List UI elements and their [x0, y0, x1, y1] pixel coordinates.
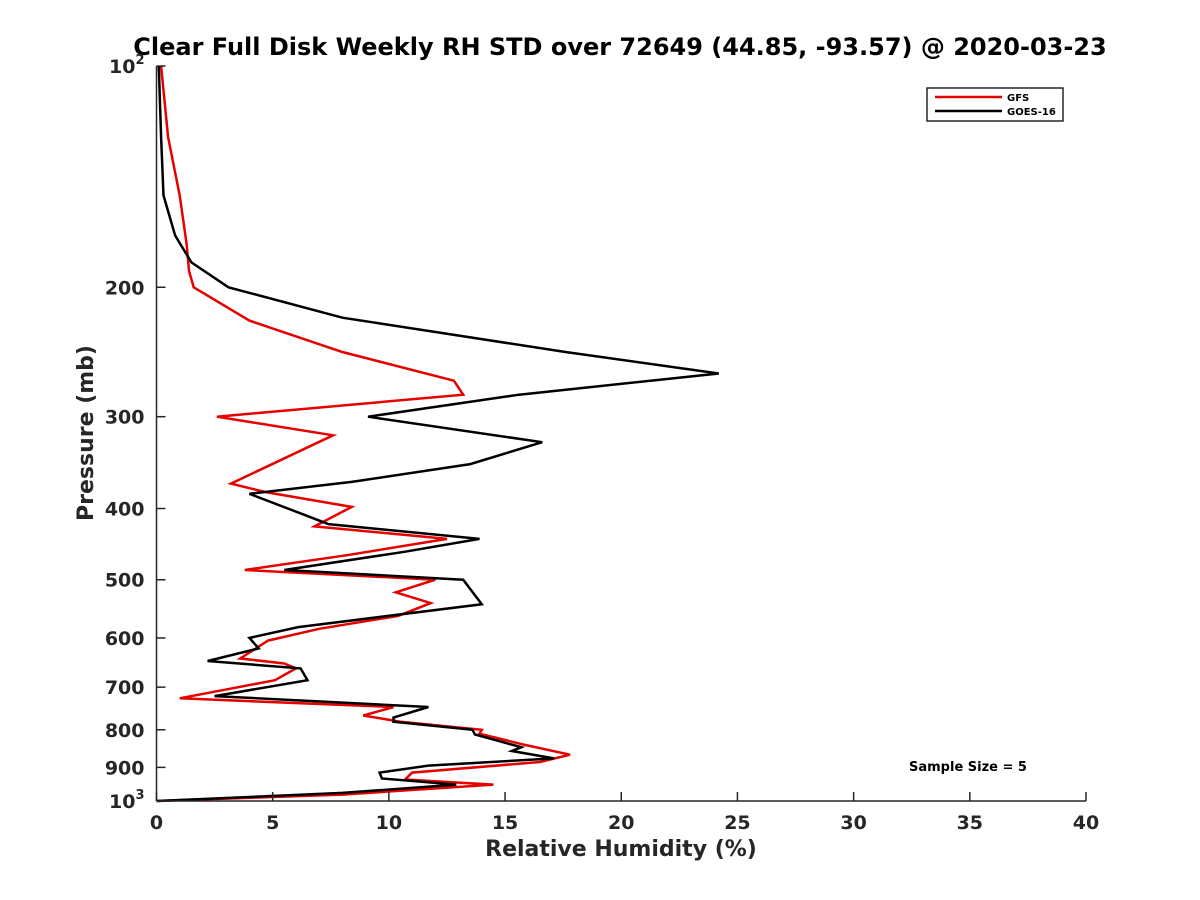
y-tick-label: 800: [105, 720, 145, 742]
x-tick-label: 20: [608, 812, 634, 834]
x-tick-label: 25: [724, 812, 750, 834]
x-tick-label: 40: [1073, 812, 1099, 834]
y-tick-label: 500: [105, 570, 145, 592]
x-tick-label: 10: [376, 812, 402, 834]
y-tick-label: 300: [105, 407, 145, 429]
y-tick-label: 200: [105, 277, 145, 299]
y-tick-label: 102: [109, 53, 145, 78]
x-axis-ticks: 0 5 10 15 20 25 30 35 40: [150, 792, 1099, 834]
x-tick-label: 5: [266, 812, 279, 834]
y-axis-label: Pressure (mb): [74, 345, 99, 521]
legend-label-gfs: GFS: [1007, 93, 1029, 104]
series-layer: [156, 65, 719, 803]
series-line-gfs: [156, 65, 571, 803]
y-tick-label: 400: [105, 499, 145, 521]
chart-title: Clear Full Disk Weekly RH STD over 72649…: [133, 33, 1106, 61]
y-tick-label: 103: [109, 788, 145, 813]
x-tick-label: 30: [840, 812, 866, 834]
y-tick-label: 900: [105, 757, 145, 779]
series-line-goes16: [156, 65, 719, 803]
y-tick-label: 600: [105, 628, 145, 650]
legend-label-goes16: GOES-16: [1007, 107, 1056, 118]
legend: GFS GOES-16: [926, 87, 1064, 122]
y-axis-ticks: 102 200 300 400 500 600 700 800 900 103: [105, 53, 166, 813]
x-axis-label: Relative Humidity (%): [485, 837, 757, 862]
x-tick-label: 0: [150, 812, 163, 834]
legend-box: [926, 87, 1064, 122]
sample-size-annotation: Sample Size = 5: [909, 760, 1027, 775]
y-tick-label: 700: [105, 677, 145, 699]
x-tick-label: 35: [957, 812, 983, 834]
x-tick-label: 15: [492, 812, 518, 834]
